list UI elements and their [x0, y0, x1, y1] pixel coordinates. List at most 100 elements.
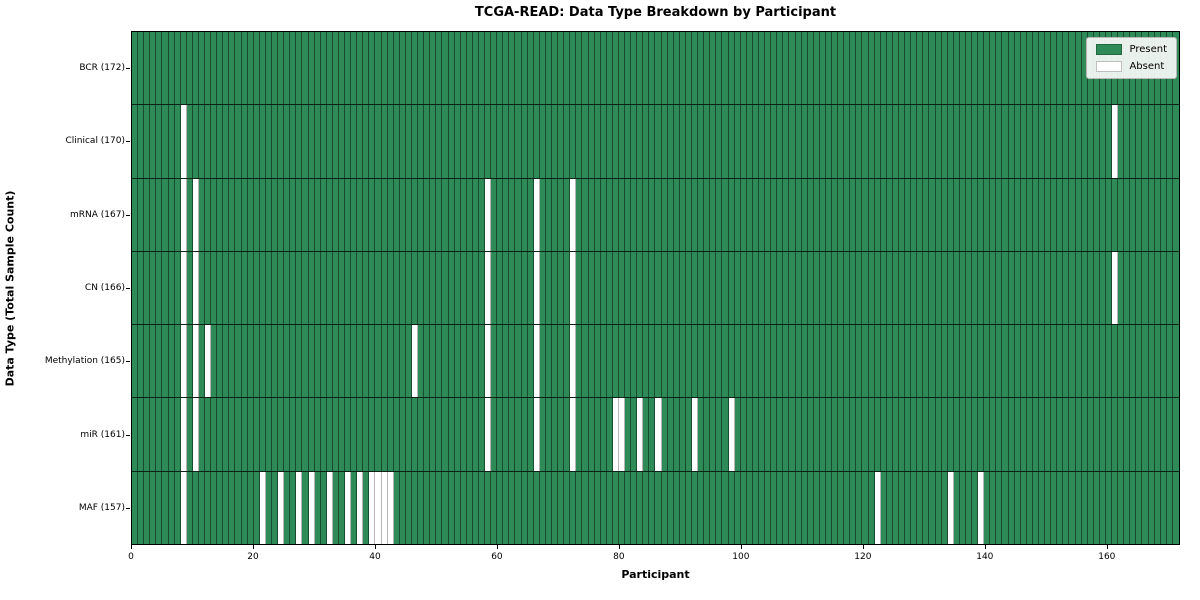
heatmap-cell [308, 325, 315, 398]
heatmap-cell [935, 32, 942, 105]
heatmap-cell [241, 398, 248, 471]
heatmap-cell [235, 325, 242, 398]
heatmap-cell [180, 471, 187, 544]
heatmap-cell [1075, 471, 1082, 544]
heatmap-cell [612, 398, 619, 471]
heatmap-cell [539, 178, 546, 251]
heatmap-cell [466, 325, 473, 398]
heatmap-cell [357, 251, 364, 325]
heatmap-cell [959, 398, 966, 471]
heatmap-cell [625, 32, 632, 105]
heatmap-cell [1002, 105, 1009, 178]
heatmap-cell [1136, 471, 1143, 544]
heatmap-cell [631, 32, 638, 105]
heatmap-cell [198, 325, 206, 398]
heatmap-cell [685, 32, 693, 105]
heatmap-cell [192, 398, 199, 471]
heatmap-cell [265, 251, 272, 325]
heatmap-cell [618, 32, 626, 105]
heatmap-cell [850, 325, 857, 398]
heatmap-cell [363, 398, 370, 471]
heatmap-cell [278, 105, 285, 178]
heatmap-cell [1045, 471, 1052, 544]
heatmap-cell [984, 178, 991, 251]
heatmap-cell [436, 178, 443, 251]
heatmap-cell [576, 105, 583, 178]
heatmap-cell [418, 105, 425, 178]
heatmap-cell [722, 471, 729, 544]
heatmap-cell [1112, 398, 1119, 471]
heatmap-cell [296, 105, 303, 178]
heatmap-cell [905, 32, 912, 105]
heatmap-cell [905, 178, 912, 251]
heatmap-cell [1105, 178, 1113, 251]
heatmap-cell [832, 251, 839, 325]
heatmap-cell [685, 471, 693, 544]
heatmap-cell [765, 105, 772, 178]
heatmap-cell [807, 398, 814, 471]
heatmap-cell [332, 325, 339, 398]
heatmap-cell [923, 471, 930, 544]
heatmap-cell [965, 398, 973, 471]
heatmap-cell [308, 398, 315, 471]
heatmap-cell [381, 32, 388, 105]
heatmap-cell [673, 471, 680, 544]
heatmap-cell [740, 471, 747, 544]
heatmap-cell [667, 325, 674, 398]
heatmap-cell [935, 398, 942, 471]
heatmap-cell [1160, 178, 1167, 251]
heatmap-cell [965, 471, 973, 544]
heatmap-cell [235, 178, 242, 251]
heatmap-cell [491, 251, 498, 325]
heatmap-cell [186, 178, 193, 251]
heatmap-cell [661, 251, 668, 325]
heatmap-cell [941, 325, 948, 398]
heatmap-cell [692, 471, 699, 544]
heatmap-cell [497, 398, 504, 471]
heatmap-cell [399, 178, 406, 251]
heatmap-cell [1093, 325, 1100, 398]
heatmap-cell [430, 105, 437, 178]
heatmap-cell [351, 398, 358, 471]
heatmap-cell [338, 251, 346, 325]
heatmap-cell [290, 471, 297, 544]
heatmap-cell [716, 471, 723, 544]
heatmap-cell [758, 251, 766, 325]
heatmap-cell [1154, 251, 1161, 325]
heatmap-cell [588, 471, 595, 544]
heatmap-cell [838, 325, 845, 398]
heatmap-cell [582, 398, 589, 471]
heatmap-cell [351, 471, 358, 544]
heatmap-cell [357, 398, 364, 471]
heatmap-cell [539, 398, 546, 471]
heatmap-cell [272, 398, 279, 471]
heatmap-cell [369, 105, 376, 178]
heatmap-cell [399, 471, 406, 544]
heatmap-cell [527, 325, 534, 398]
heatmap-cell [1014, 105, 1021, 178]
heatmap-cell [1105, 471, 1113, 544]
heatmap-cell [965, 178, 973, 251]
heatmap-cell [168, 471, 175, 544]
heatmap-cell [485, 398, 492, 471]
heatmap-cell [990, 471, 997, 544]
heatmap-cell [972, 251, 979, 325]
heatmap-cell [1020, 178, 1027, 251]
heatmap-cell [1154, 471, 1161, 544]
heatmap-cell [734, 251, 741, 325]
heatmap-cell [363, 471, 370, 544]
heatmap-cell [1014, 178, 1021, 251]
heatmap-cell [1075, 398, 1082, 471]
heatmap-cell [923, 105, 930, 178]
heatmap-cell [637, 471, 644, 544]
heatmap-cell [1075, 32, 1082, 105]
heatmap-cell [953, 471, 960, 544]
heatmap-cell [1057, 471, 1064, 544]
chart-title: TCGA-READ: Data Type Breakdown by Partic… [474, 5, 837, 20]
heatmap-cell [795, 325, 802, 398]
heatmap-cell [898, 325, 906, 398]
heatmap-cell [710, 32, 717, 105]
heatmap-cell [296, 471, 303, 544]
heatmap-cell [351, 178, 358, 251]
heatmap-cell [911, 105, 918, 178]
